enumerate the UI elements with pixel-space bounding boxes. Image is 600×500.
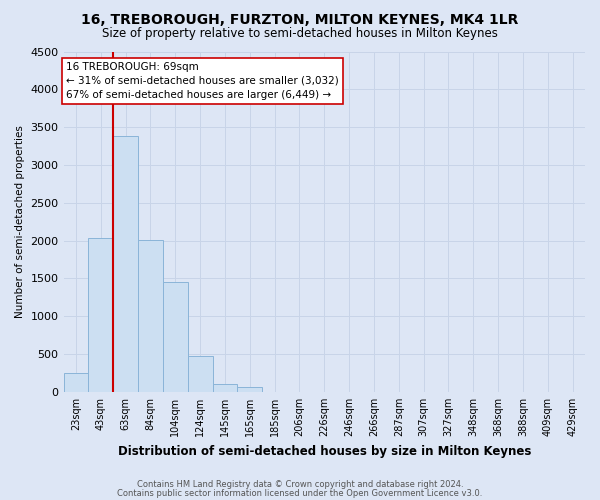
Bar — [163, 282, 188, 392]
Text: 16 TREBOROUGH: 69sqm
← 31% of semi-detached houses are smaller (3,032)
67% of se: 16 TREBOROUGH: 69sqm ← 31% of semi-detac… — [66, 62, 339, 100]
Text: 16, TREBOROUGH, FURZTON, MILTON KEYNES, MK4 1LR: 16, TREBOROUGH, FURZTON, MILTON KEYNES, … — [82, 12, 518, 26]
Bar — [113, 136, 138, 392]
X-axis label: Distribution of semi-detached houses by size in Milton Keynes: Distribution of semi-detached houses by … — [118, 444, 531, 458]
Text: Size of property relative to semi-detached houses in Milton Keynes: Size of property relative to semi-detach… — [102, 28, 498, 40]
Bar — [238, 388, 262, 392]
Y-axis label: Number of semi-detached properties: Number of semi-detached properties — [15, 126, 25, 318]
Bar — [138, 240, 163, 392]
Bar — [64, 373, 88, 392]
Bar — [188, 356, 212, 392]
Text: Contains public sector information licensed under the Open Government Licence v3: Contains public sector information licen… — [118, 488, 482, 498]
Bar — [88, 238, 113, 392]
Bar — [212, 384, 238, 392]
Text: Contains HM Land Registry data © Crown copyright and database right 2024.: Contains HM Land Registry data © Crown c… — [137, 480, 463, 489]
